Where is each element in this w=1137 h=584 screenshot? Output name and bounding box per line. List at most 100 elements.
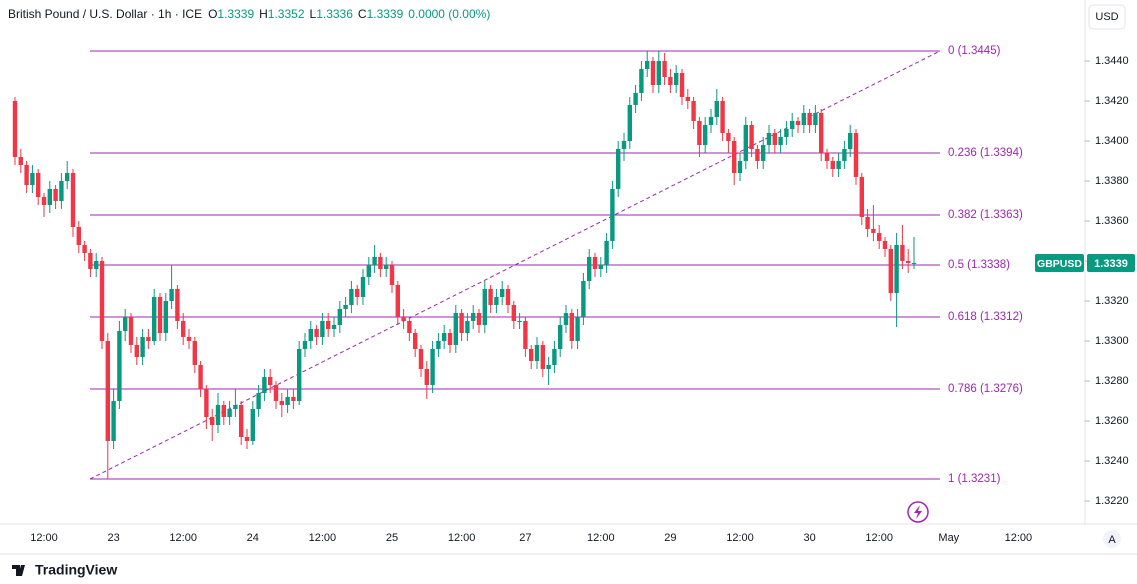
candle-body [192, 341, 197, 365]
auto-scale[interactable]: A [1108, 534, 1116, 546]
candle-body [488, 289, 493, 305]
fib-label: 0.618 (1.3312) [948, 311, 1023, 323]
candle-body [291, 397, 296, 401]
candle-body [558, 325, 563, 349]
plot-area [12, 50, 941, 480]
candle-body [500, 289, 505, 297]
candle-body [616, 149, 621, 189]
candle-body [94, 261, 99, 269]
y-tick-label: 1.3260 [1095, 415, 1129, 427]
candle-body [424, 369, 429, 385]
candle-body [326, 321, 331, 329]
candle-body [778, 137, 783, 145]
candle-body [297, 349, 302, 401]
candle-body [366, 265, 371, 277]
candle-body [569, 313, 574, 341]
candle-body [621, 141, 627, 149]
candle-body [813, 113, 818, 125]
x-tick-label: 27 [519, 532, 531, 544]
candle-body [413, 333, 418, 349]
candle-body [59, 181, 64, 201]
candle-body [888, 249, 893, 293]
candle-body [430, 349, 435, 385]
candle-body [587, 257, 592, 281]
candle-body [250, 409, 255, 441]
candle-body [134, 345, 139, 357]
fib-label: 0.236 (1.3394) [948, 147, 1023, 159]
candle-body [407, 321, 412, 333]
candle-body [453, 313, 458, 345]
currency[interactable]: USD [1095, 11, 1118, 23]
candle-body [766, 133, 772, 145]
candle-body [24, 165, 29, 185]
y-tick-label: 1.3320 [1095, 295, 1129, 307]
candle-body [181, 321, 186, 337]
candle-body [540, 345, 545, 369]
y-tick-label: 1.3300 [1095, 335, 1129, 347]
candle-body [848, 133, 853, 149]
alert-bolt [914, 505, 922, 519]
x-tick-label: 12:00 [309, 532, 337, 544]
candle-body [476, 313, 482, 325]
candle-body [685, 97, 690, 101]
y-tick-label: 1.3440 [1095, 55, 1129, 67]
candle-body [482, 289, 487, 325]
candle-body [30, 173, 35, 185]
change: 0.0000 (0.00%) [408, 7, 490, 21]
y-tick-label: 1.3420 [1095, 95, 1129, 107]
candle-body [384, 265, 389, 269]
candle-body [534, 345, 540, 361]
x-tick-label: 12:00 [448, 532, 476, 544]
fib-label: 0.5 (1.3338) [948, 259, 1010, 271]
candle-body [82, 245, 87, 253]
candle-body [824, 153, 830, 161]
x-tick-label: 12:00 [726, 532, 754, 544]
candle-body [732, 141, 737, 173]
ohlc-key: C [358, 7, 367, 21]
candle-body [668, 77, 673, 85]
candle-body [859, 177, 864, 217]
candle-body [70, 173, 76, 227]
currency-button[interactable] [1088, 4, 1126, 30]
candle-body [36, 173, 41, 197]
candle-body [378, 257, 383, 269]
brand: TradingView [35, 562, 117, 578]
candle-body [227, 409, 232, 417]
candle-body [679, 73, 685, 97]
candle-body [726, 133, 731, 141]
candle-body [215, 405, 221, 425]
candle-body [627, 105, 632, 141]
auto-scale-button[interactable] [1103, 530, 1121, 548]
candle-body [865, 217, 870, 229]
y-tick-label: 1.3380 [1095, 175, 1129, 187]
y-tick-label: 1.3220 [1095, 495, 1129, 507]
candle-body [708, 117, 714, 125]
candle-body [239, 405, 244, 437]
x-tick-label: 12:00 [865, 532, 893, 544]
x-tick-label: 12:00 [1005, 532, 1033, 544]
candle-body [389, 265, 395, 285]
candle-body [262, 377, 267, 393]
candle-body [111, 401, 116, 441]
candle-body [372, 257, 377, 265]
candle-body [737, 161, 743, 173]
candle-body [233, 405, 238, 409]
candle-body [146, 337, 151, 341]
candle-body [123, 317, 128, 331]
candle-body [662, 61, 667, 77]
x-tick-label: 12:00 [587, 532, 615, 544]
fib-label: 0.382 (1.3363) [948, 209, 1023, 221]
candle-body [76, 227, 81, 245]
candle-body [157, 297, 163, 333]
candle-body [221, 405, 226, 417]
candle-body [41, 197, 47, 205]
candle-body [749, 125, 754, 149]
ohlc-key: L [310, 7, 317, 21]
candle-body [163, 301, 168, 333]
symbol-tag-label: GBPUSD [1037, 258, 1082, 270]
candle-body [204, 389, 209, 417]
candle-body [343, 305, 348, 309]
candle-body [273, 385, 279, 401]
candle-body [447, 333, 453, 345]
